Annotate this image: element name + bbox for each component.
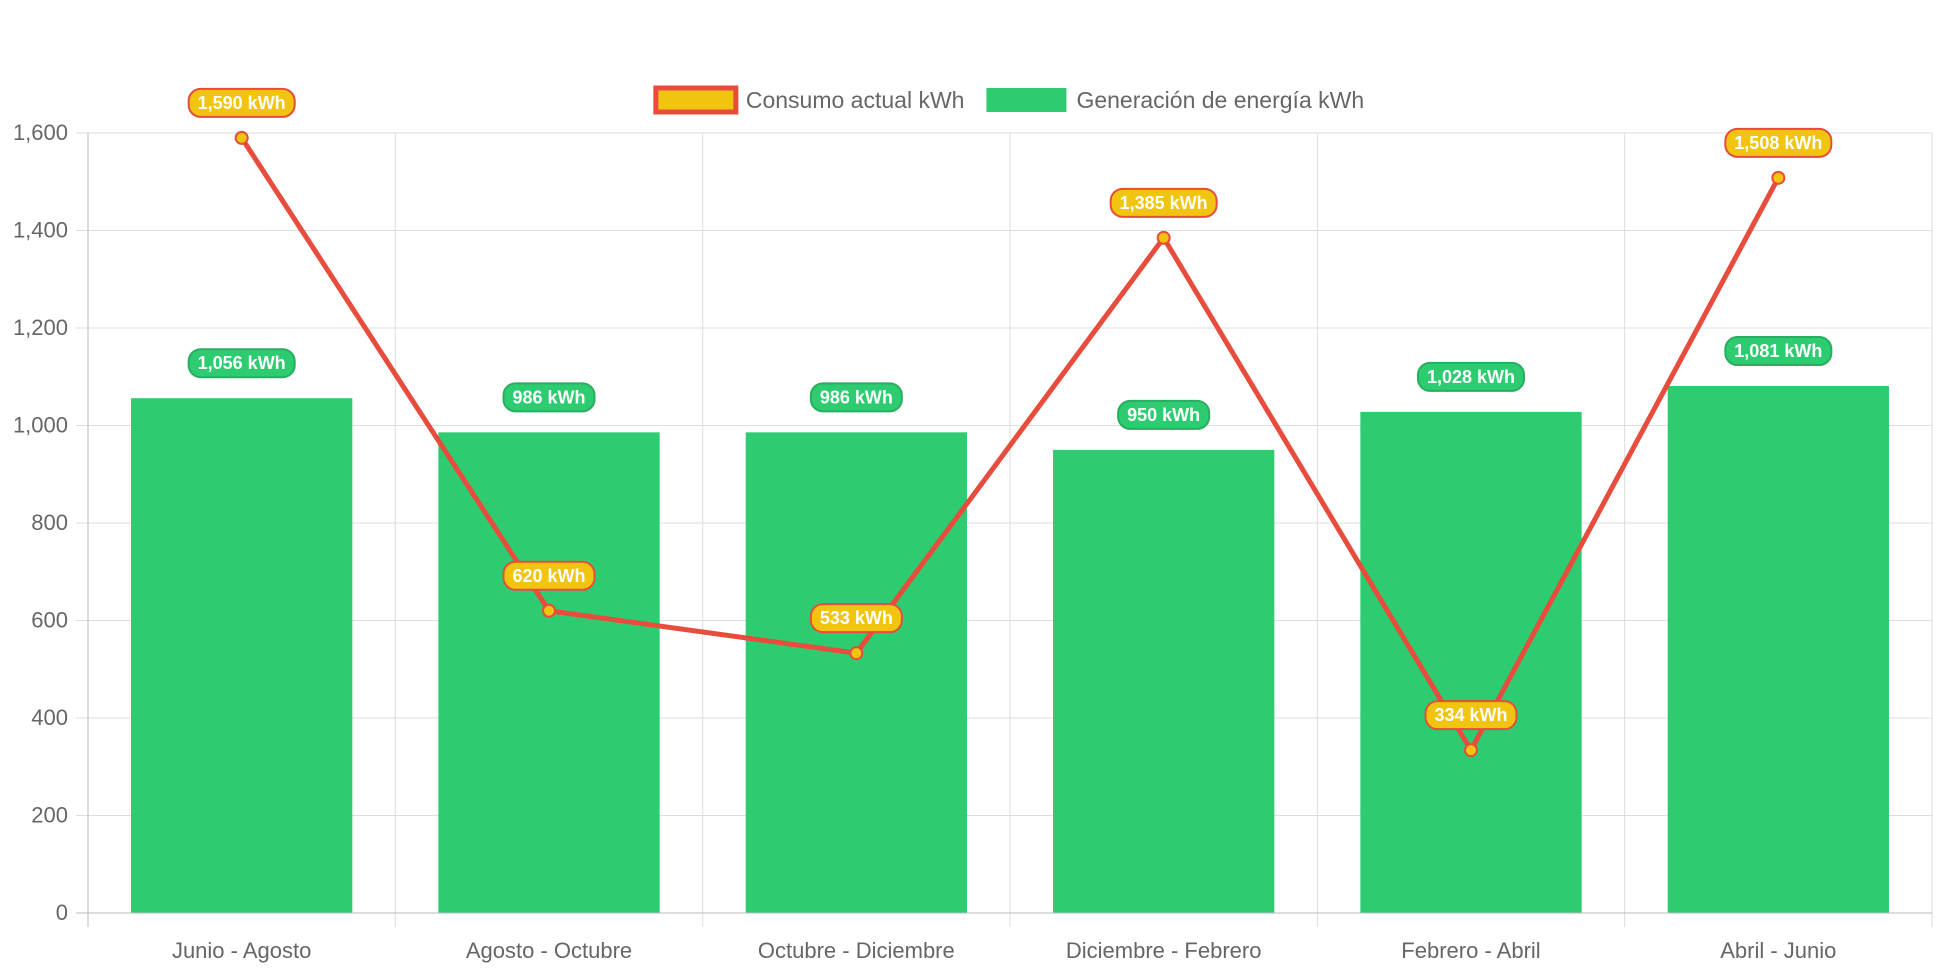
- line-data-label-bg: [1109, 187, 1218, 218]
- line-series: [234, 130, 1786, 758]
- line-data-label: 1,385 kWh: [1109, 187, 1218, 218]
- legend-swatch: [653, 85, 739, 115]
- line-point[interactable]: [1771, 170, 1786, 185]
- data-labels: 1,056 kWh 986 kWh 986 kWh 950 kWh 1,028 kWh 1…: [187, 87, 1833, 731]
- legend-swatch: [986, 88, 1067, 112]
- bar-data-label: 950 kWh: [1117, 399, 1211, 430]
- line-data-label-text: 334 kWh: [1434, 705, 1507, 725]
- line-data-label-bg: [809, 603, 903, 634]
- bar-data-label: 1,056 kWh: [187, 348, 296, 379]
- line-data-label-text: 620 kWh: [512, 566, 585, 586]
- line-data-label: 620 kWh: [502, 560, 596, 591]
- line-point[interactable]: [1464, 743, 1478, 758]
- x-tick-label: Agosto - Octubre: [466, 938, 632, 963]
- bar-data-label-bg: [1724, 336, 1833, 367]
- bar-data-label-text: 1,081 kWh: [1734, 341, 1822, 361]
- y-tick-label: 0: [56, 900, 68, 925]
- grid: [76, 132, 1933, 927]
- y-tick-label: 1,400: [13, 218, 68, 243]
- bar[interactable]: [438, 432, 660, 913]
- y-tick-label: 200: [31, 803, 68, 828]
- consumption-line: [239, 136, 1781, 753]
- line-data-label-text: 533 kWh: [820, 608, 893, 628]
- legend[interactable]: Consumo actual kWh Generación de energía …: [653, 85, 1364, 115]
- y-tick-label: 1,000: [13, 413, 68, 438]
- line-data-label: 1,590 kWh: [187, 87, 296, 118]
- x-tick-label: Abril - Junio: [1720, 938, 1836, 963]
- bar[interactable]: [1667, 386, 1889, 913]
- line-data-label-bg: [187, 87, 296, 118]
- bar-data-label-bg: [1117, 399, 1211, 430]
- line-data-label-text: 1,508 kWh: [1734, 133, 1822, 153]
- legend-label: Generación de energía kWh: [1076, 87, 1364, 113]
- bar-data-label-text: 986 kWh: [820, 387, 893, 407]
- line-data-label-bg: [502, 560, 596, 591]
- line-data-label: 1,508 kWh: [1724, 127, 1833, 158]
- bar-data-label-bg: [809, 382, 903, 413]
- y-tick-label: 800: [31, 510, 68, 535]
- line-point[interactable]: [1156, 230, 1171, 245]
- line-data-label-bg: [1424, 700, 1518, 731]
- bar-series: [131, 386, 1889, 913]
- bar-data-label-bg: [502, 382, 596, 413]
- bar-data-label: 986 kWh: [502, 382, 596, 413]
- axes: 0 200 400 600 800 1,000 1,200 1,400 1,600 Junio -…: [13, 120, 1932, 963]
- bar-data-label-text: 986 kWh: [512, 387, 585, 407]
- y-tick-label: 1,600: [13, 120, 68, 145]
- legend-item-generacion[interactable]: Generación de energía kWh: [986, 87, 1364, 113]
- x-tick-label: Octubre - Diciembre: [758, 938, 955, 963]
- y-tick-label: 1,200: [13, 315, 68, 340]
- bar-data-label-text: 1,056 kWh: [198, 353, 286, 373]
- bar-data-label: 1,081 kWh: [1724, 336, 1833, 367]
- line-data-label-text: 1,590 kWh: [198, 93, 286, 113]
- bar[interactable]: [1360, 411, 1582, 913]
- bar[interactable]: [1053, 449, 1275, 913]
- x-tick-label: Junio - Agosto: [172, 938, 311, 963]
- line-point[interactable]: [542, 603, 556, 618]
- x-tick-label: Febrero - Abril: [1401, 938, 1540, 963]
- bar-data-label-bg: [187, 348, 296, 379]
- line-point[interactable]: [234, 130, 249, 145]
- line-data-label: 533 kWh: [809, 603, 903, 634]
- bar-data-label-text: 950 kWh: [1127, 405, 1200, 425]
- y-tick-label: 600: [31, 608, 68, 633]
- legend-item-consumo[interactable]: Consumo actual kWh: [653, 85, 965, 115]
- bar[interactable]: [745, 432, 967, 913]
- line-data-label-text: 1,385 kWh: [1120, 193, 1208, 213]
- y-tick-label: 400: [31, 705, 68, 730]
- x-tick-label: Diciembre - Febrero: [1066, 938, 1262, 963]
- line-data-label: 334 kWh: [1424, 700, 1518, 731]
- bar-data-label-bg: [1416, 361, 1526, 392]
- bar-data-label-text: 1,028 kWh: [1427, 367, 1515, 387]
- bar[interactable]: [131, 398, 353, 913]
- legend-label: Consumo actual kWh: [746, 87, 965, 113]
- bar-data-label: 1,028 kWh: [1416, 361, 1526, 392]
- line-point[interactable]: [849, 646, 864, 661]
- bar-data-label: 986 kWh: [809, 382, 903, 413]
- line-data-label-bg: [1724, 127, 1833, 158]
